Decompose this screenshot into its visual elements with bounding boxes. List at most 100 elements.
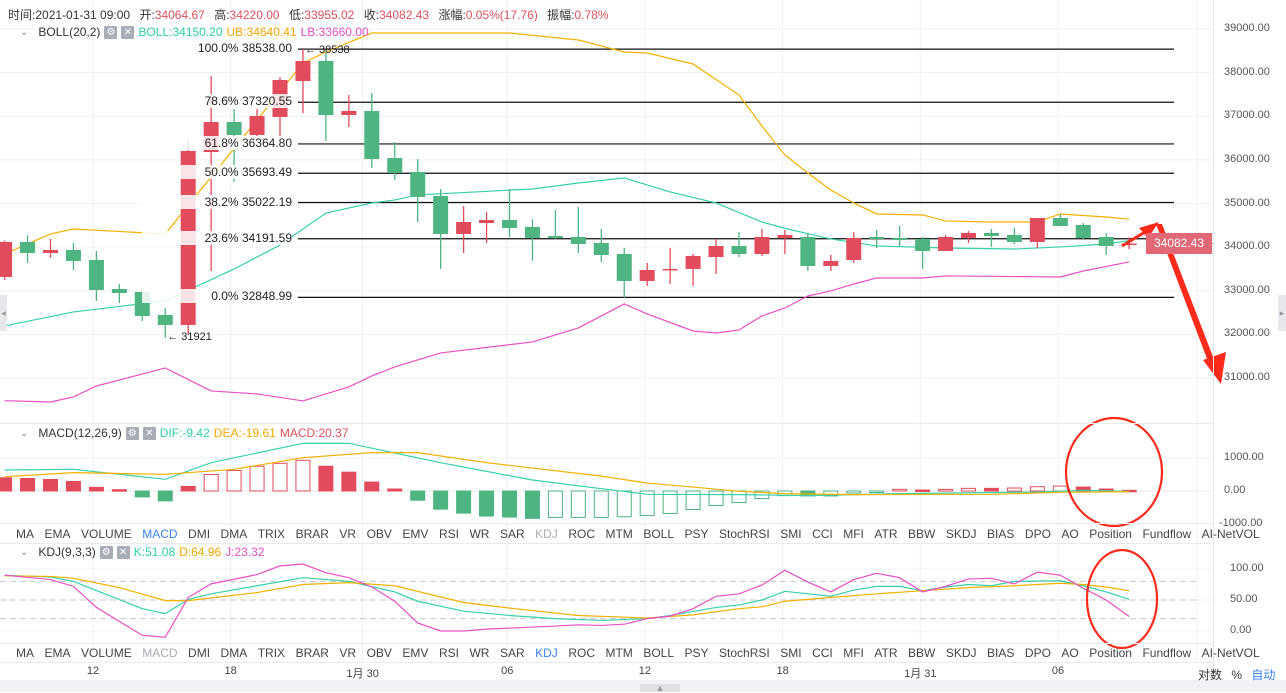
indicator-tab-stochrsi[interactable]: StochRSI [719, 527, 770, 541]
indicator-tab-bbw[interactable]: BBW [908, 527, 936, 541]
indicator-tab-atr[interactable]: ATR [874, 527, 898, 541]
indicator-tab-psy[interactable]: PSY [684, 527, 709, 541]
indicator-tab-trix[interactable]: TRIX [257, 527, 286, 541]
indicator-tab-ma[interactable]: MA [16, 646, 34, 660]
indicator-tab-brar[interactable]: BRAR [295, 646, 329, 660]
indicator-tab-fundflow[interactable]: Fundflow [1142, 646, 1192, 660]
indicator-tab-sar[interactable]: SAR [499, 527, 525, 541]
indicator-tab-emv[interactable]: EMV [402, 527, 429, 541]
price-axis-label: 32000.00 [1224, 327, 1270, 340]
percent-toggle[interactable]: % [1231, 668, 1243, 682]
indicator-tab-position[interactable]: Position [1089, 646, 1132, 660]
right-expand-handle[interactable]: ▸ [1278, 295, 1286, 331]
indicator-tab-bias[interactable]: BIAS [987, 646, 1015, 660]
candle-down [20, 241, 36, 253]
indicator-tab-psy[interactable]: PSY [684, 646, 709, 660]
time-axis-label: 06 [1051, 665, 1065, 677]
indicator-tab-fundflow[interactable]: Fundflow [1142, 527, 1192, 541]
indicator-tab-trix[interactable]: TRIX [257, 646, 286, 660]
indicator-tab-kdj[interactable]: KDJ [535, 646, 558, 660]
indicator-tab-bbw[interactable]: BBW [908, 646, 936, 660]
close-label: 收: [363, 8, 380, 22]
macd-histogram-bar [0, 477, 13, 492]
indicator-tab-volume[interactable]: VOLUME [81, 646, 132, 660]
indicator-tab-smi[interactable]: SMI [780, 646, 802, 660]
candle-down [226, 122, 242, 136]
indicator-tab-skdj[interactable]: SKDJ [945, 646, 977, 660]
indicator-tab-sar[interactable]: SAR [499, 646, 525, 660]
chevron-down-icon[interactable]: ⌄ [20, 26, 29, 38]
close-icon[interactable]: ✕ [121, 25, 135, 39]
indicator-tab-stochrsi[interactable]: StochRSI [719, 646, 770, 660]
indicator-tab-cci[interactable]: CCI [812, 646, 833, 660]
indicator-tab-dmi[interactable]: DMI [188, 527, 211, 541]
indicator-tab-dma[interactable]: DMA [220, 646, 248, 660]
indicator-tab-ao[interactable]: AO [1061, 527, 1079, 541]
indicator-tab-macd[interactable]: MACD [142, 646, 178, 660]
macd-histogram-bar [892, 488, 908, 492]
macd-histogram-bar [295, 459, 311, 492]
chevron-down-icon[interactable]: ⌄ [20, 546, 29, 558]
indicator-tab-ema[interactable]: EMA [44, 527, 71, 541]
close-icon[interactable]: ✕ [142, 426, 156, 440]
indicator-tab-wr[interactable]: WR [469, 527, 490, 541]
indicator-tab-wr[interactable]: WR [469, 646, 490, 660]
indicator-tab-mfi[interactable]: MFI [843, 646, 864, 660]
indicator-tab-atr[interactable]: ATR [874, 646, 898, 660]
indicator-tab-mtm[interactable]: MTM [605, 646, 633, 660]
amplitude-value: 0.78% [574, 8, 609, 22]
macd-panel [0, 442, 1197, 519]
indicator-tab-obv[interactable]: OBV [366, 646, 392, 660]
kdj-legend: ⌄ KDJ(9,3,3) ⚙ ✕ K:51.08 D:64.96 J:23.32 [20, 545, 265, 559]
indicator-tab-ai-netvol[interactable]: AI-NetVOL [1201, 527, 1260, 541]
indicator-tab-dpo[interactable]: DPO [1024, 527, 1051, 541]
log-scale-toggle[interactable]: 对数 [1198, 668, 1223, 682]
indicator-tab-ao[interactable]: AO [1061, 646, 1079, 660]
left-expand-handle[interactable]: ◂ [0, 295, 7, 331]
indicator-tab-dpo[interactable]: DPO [1024, 646, 1051, 660]
gear-icon[interactable]: ⚙ [104, 25, 118, 39]
indicator-tab-roc[interactable]: ROC [568, 646, 595, 660]
indicator-tab-brar[interactable]: BRAR [295, 527, 329, 541]
indicator-tab-vr[interactable]: VR [339, 646, 357, 660]
indicator-tab-mfi[interactable]: MFI [843, 527, 864, 541]
indicator-tab-kdj[interactable]: KDJ [535, 527, 558, 541]
indicator-tab-bias[interactable]: BIAS [987, 527, 1015, 541]
indicator-tab-smi[interactable]: SMI [780, 527, 802, 541]
indicator-tab-skdj[interactable]: SKDJ [945, 527, 977, 541]
indicator-tab-rsi[interactable]: RSI [438, 646, 459, 660]
candle-down [502, 219, 517, 228]
indicator-tab-ai-netvol[interactable]: AI-NetVOL [1201, 646, 1260, 660]
indicator-tab-vr[interactable]: VR [339, 527, 357, 541]
scroll-up-handle[interactable]: ▲ [640, 684, 680, 693]
indicator-tab-ma[interactable]: MA [16, 527, 34, 541]
candle-down [616, 253, 632, 281]
indicator-tab-volume[interactable]: VOLUME [81, 527, 132, 541]
gear-icon[interactable]: ⚙ [125, 426, 139, 440]
close-icon[interactable]: ✕ [116, 545, 130, 559]
indicator-tab-boll[interactable]: BOLL [643, 646, 674, 660]
indicator-tab-macd[interactable]: MACD [142, 527, 178, 541]
annotation-arrow-down [1156, 224, 1215, 364]
indicator-tab-roc[interactable]: ROC [568, 527, 595, 541]
indicator-tab-boll[interactable]: BOLL [643, 527, 674, 541]
auto-scale-toggle[interactable]: 自动 [1251, 668, 1276, 682]
gear-icon[interactable]: ⚙ [99, 545, 113, 559]
macd-histogram-bar [88, 486, 104, 492]
chevron-down-icon[interactable]: ⌄ [20, 427, 29, 439]
indicator-tab-cci[interactable]: CCI [812, 527, 833, 541]
candle-up [823, 260, 839, 266]
macd-name: MACD(12,26,9) [38, 426, 122, 440]
indicator-tab-rsi[interactable]: RSI [438, 527, 459, 541]
indicator-tab-dma[interactable]: DMA [220, 527, 248, 541]
indicator-tab-dmi[interactable]: DMI [188, 646, 211, 660]
indicator-tab-position[interactable]: Position [1089, 527, 1132, 541]
indicator-tab-mtm[interactable]: MTM [605, 527, 633, 541]
indicator-tab-obv[interactable]: OBV [366, 527, 392, 541]
macd-dea-line [4, 452, 1130, 496]
close-value: 34082.43 [379, 8, 430, 22]
indicator-tab-emv[interactable]: EMV [402, 646, 429, 660]
candle-down [88, 259, 104, 290]
indicator-tab-ema[interactable]: EMA [44, 646, 71, 660]
